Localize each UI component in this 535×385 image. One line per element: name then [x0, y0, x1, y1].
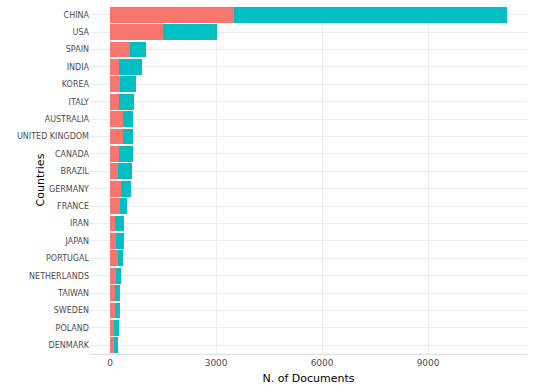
svg-text:9000: 9000 — [417, 358, 440, 368]
svg-text:IRAN: IRAN — [70, 219, 89, 228]
svg-text:BRAZIL: BRAZIL — [61, 167, 90, 176]
svg-text:PORTUGAL: PORTUGAL — [46, 254, 90, 263]
svg-text:Countries: Countries — [34, 153, 47, 206]
svg-text:CHINA: CHINA — [64, 11, 90, 20]
svg-text:UNITED KINGDOM: UNITED KINGDOM — [17, 132, 89, 141]
svg-text:DENMARK: DENMARK — [49, 341, 90, 350]
svg-text:6000: 6000 — [311, 358, 334, 368]
svg-text:INDIA: INDIA — [67, 63, 90, 72]
svg-text:NETHERLANDS: NETHERLANDS — [29, 272, 89, 281]
svg-text:USA: USA — [72, 28, 89, 37]
svg-text:SWEDEN: SWEDEN — [54, 306, 89, 315]
svg-text:N. of Documents: N. of Documents — [262, 372, 354, 385]
svg-text:CANADA: CANADA — [55, 150, 90, 159]
svg-text:JAPAN: JAPAN — [65, 237, 89, 246]
svg-text:KOREA: KOREA — [62, 80, 90, 89]
svg-text:GERMANY: GERMANY — [49, 185, 89, 194]
svg-text:SPAIN: SPAIN — [66, 45, 89, 54]
svg-text:3000: 3000 — [205, 358, 228, 368]
svg-text:ITALY: ITALY — [69, 98, 89, 107]
svg-text:FRANCE: FRANCE — [57, 202, 89, 211]
svg-text:AUSTRALIA: AUSTRALIA — [45, 115, 90, 124]
svg-text:0: 0 — [107, 358, 113, 368]
svg-text:TAIWAN: TAIWAN — [57, 289, 89, 298]
svg-text:POLAND: POLAND — [56, 324, 89, 333]
